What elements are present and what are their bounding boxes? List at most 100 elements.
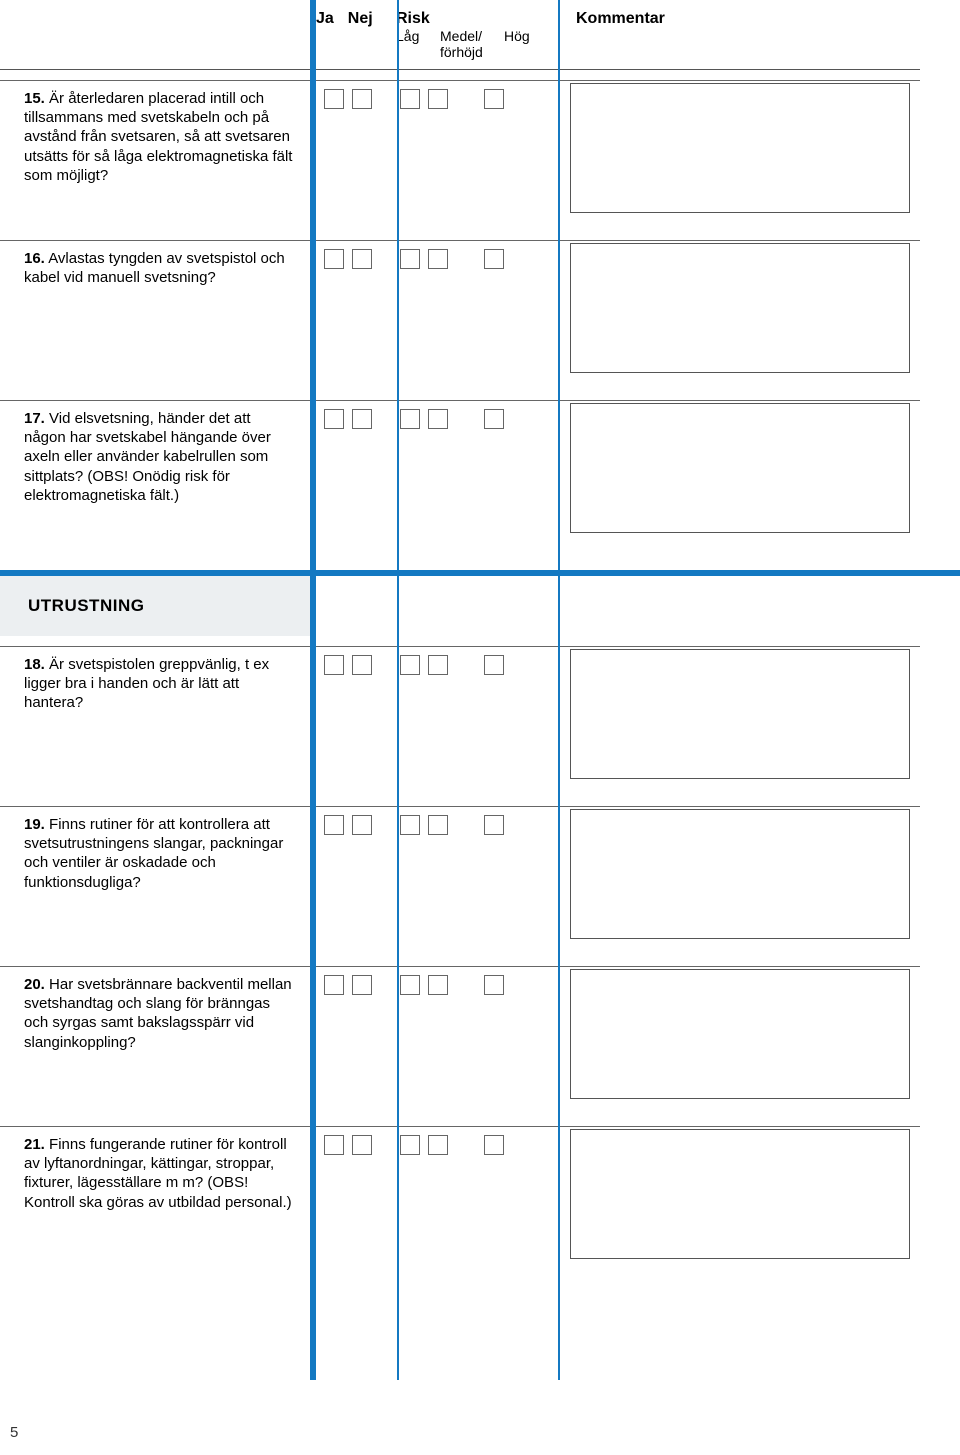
checkbox-nej-18[interactable] <box>352 655 372 675</box>
checkbox-risk-high-21[interactable] <box>484 1135 504 1155</box>
question-body-21: Finns fungerande rutiner för kontroll av… <box>24 1136 292 1211</box>
comment-box-17[interactable] <box>570 403 910 533</box>
checkbox-risk-high-20[interactable] <box>484 975 504 995</box>
header-question-blank <box>0 10 310 70</box>
header-risk-low: Låg <box>396 28 436 60</box>
checkbox-risk-med-16[interactable] <box>428 249 448 269</box>
checkbox-risk-med-15[interactable] <box>428 89 448 109</box>
question-body-15: Är återledaren placerad intill och tills… <box>24 90 292 184</box>
comment-box-18[interactable] <box>570 649 910 779</box>
checkbox-ja-21[interactable] <box>324 1135 344 1155</box>
checkbox-risk-low-21[interactable] <box>400 1135 420 1155</box>
checkbox-ja-20[interactable] <box>324 975 344 995</box>
checkbox-risk-low-18[interactable] <box>400 655 420 675</box>
comment-cell-20 <box>550 966 920 1099</box>
checkbox-risk-high-16[interactable] <box>484 249 504 269</box>
section-blank-2 <box>390 576 550 636</box>
janej-cell-18 <box>310 646 390 675</box>
checkbox-ja-15[interactable] <box>324 89 344 109</box>
comment-cell-19 <box>550 806 920 939</box>
janej-cell-17 <box>310 400 390 429</box>
question-number-21: 21. <box>24 1136 45 1153</box>
question-body-20: Har svetsbrännare backventil mellan svet… <box>24 976 292 1051</box>
comment-box-21[interactable] <box>570 1129 910 1259</box>
question-body-18: Är svetspistolen greppvänlig, t ex ligge… <box>24 656 269 711</box>
checkbox-risk-low-19[interactable] <box>400 815 420 835</box>
page-number: 5 <box>10 1424 18 1441</box>
table-header: Ja Nej Risk Låg Medel/ förhöjd Hög Komme… <box>0 0 960 70</box>
question-row-21: 21. Finns fungerande rutiner för kontrol… <box>0 1116 960 1276</box>
janej-cell-15 <box>310 80 390 109</box>
checkbox-risk-high-18[interactable] <box>484 655 504 675</box>
section-header-utrustning: UTRUSTNING <box>0 576 960 636</box>
checkbox-risk-low-20[interactable] <box>400 975 420 995</box>
checkbox-risk-low-16[interactable] <box>400 249 420 269</box>
comment-box-20[interactable] <box>570 969 910 1099</box>
checkbox-nej-17[interactable] <box>352 409 372 429</box>
vertical-divider-janej-risk <box>397 0 399 1380</box>
checkbox-nej-16[interactable] <box>352 249 372 269</box>
checkbox-ja-18[interactable] <box>324 655 344 675</box>
risk-cell-18 <box>390 646 550 675</box>
checkbox-ja-17[interactable] <box>324 409 344 429</box>
question-number-18: 18. <box>24 656 45 673</box>
checkbox-risk-med-18[interactable] <box>428 655 448 675</box>
page: Ja Nej Risk Låg Medel/ förhöjd Hög Komme… <box>0 0 960 1455</box>
comment-cell-21 <box>550 1126 920 1259</box>
risk-cell-21 <box>390 1126 550 1155</box>
risk-cell-15 <box>390 80 550 109</box>
question-text-15: 15. Är återledaren placerad intill och t… <box>0 80 310 185</box>
janej-cell-19 <box>310 806 390 835</box>
header-nej: Nej <box>348 10 373 69</box>
checkbox-risk-high-17[interactable] <box>484 409 504 429</box>
question-row-15: 15. Är återledaren placerad intill och t… <box>0 70 960 230</box>
checkbox-ja-19[interactable] <box>324 815 344 835</box>
header-risk-label: Risk <box>396 10 550 28</box>
checkbox-risk-high-15[interactable] <box>484 89 504 109</box>
checkbox-nej-19[interactable] <box>352 815 372 835</box>
question-row-18: 18. Är svetspistolen greppvänlig, t ex l… <box>0 636 960 796</box>
question-row-17: 17. Vid elsvetsning, händer det att någo… <box>0 390 960 570</box>
checkbox-risk-high-19[interactable] <box>484 815 504 835</box>
comment-cell-18 <box>550 646 920 779</box>
question-text-19: 19. Finns rutiner för att kontrollera at… <box>0 806 310 892</box>
question-row-16: 16. Avlastas tyngden av svetspistol och … <box>0 230 960 390</box>
checkbox-risk-med-20[interactable] <box>428 975 448 995</box>
question-body-19: Finns rutiner för att kontrollera att sv… <box>24 816 283 891</box>
header-risk: Risk Låg Medel/ förhöjd Hög <box>390 10 550 70</box>
checkbox-risk-low-15[interactable] <box>400 89 420 109</box>
checkbox-ja-16[interactable] <box>324 249 344 269</box>
question-text-18: 18. Är svetspistolen greppvänlig, t ex l… <box>0 646 310 713</box>
risk-cell-19 <box>390 806 550 835</box>
checkbox-nej-21[interactable] <box>352 1135 372 1155</box>
comment-box-15[interactable] <box>570 83 910 213</box>
section-blank-3 <box>550 576 920 636</box>
question-text-17: 17. Vid elsvetsning, händer det att någo… <box>0 400 310 505</box>
risk-cell-20 <box>390 966 550 995</box>
janej-cell-16 <box>310 240 390 269</box>
janej-cell-20 <box>310 966 390 995</box>
question-number-17: 17. <box>24 410 45 427</box>
checkbox-nej-20[interactable] <box>352 975 372 995</box>
question-number-16: 16. <box>24 250 45 267</box>
checkbox-risk-med-21[interactable] <box>428 1135 448 1155</box>
risk-cell-16 <box>390 240 550 269</box>
comment-box-16[interactable] <box>570 243 910 373</box>
header-ja: Ja <box>316 10 334 69</box>
question-text-20: 20. Har svetsbrännare backventil mellan … <box>0 966 310 1052</box>
question-text-16: 16. Avlastas tyngden av svetspistol och … <box>0 240 310 287</box>
header-kommentar: Kommentar <box>550 10 920 70</box>
comment-box-19[interactable] <box>570 809 910 939</box>
checkbox-nej-15[interactable] <box>352 89 372 109</box>
vertical-divider-risk-comment <box>558 0 560 1380</box>
header-risk-high: Hög <box>504 28 544 60</box>
question-text-21: 21. Finns fungerande rutiner för kontrol… <box>0 1126 310 1212</box>
checkbox-risk-med-17[interactable] <box>428 409 448 429</box>
comment-cell-17 <box>550 400 920 533</box>
comment-cell-15 <box>550 80 920 213</box>
risk-cell-17 <box>390 400 550 429</box>
question-body-16: Avlastas tyngden av svetspistol och kabe… <box>24 250 285 286</box>
checkbox-risk-low-17[interactable] <box>400 409 420 429</box>
checkbox-risk-med-19[interactable] <box>428 815 448 835</box>
janej-cell-21 <box>310 1126 390 1155</box>
